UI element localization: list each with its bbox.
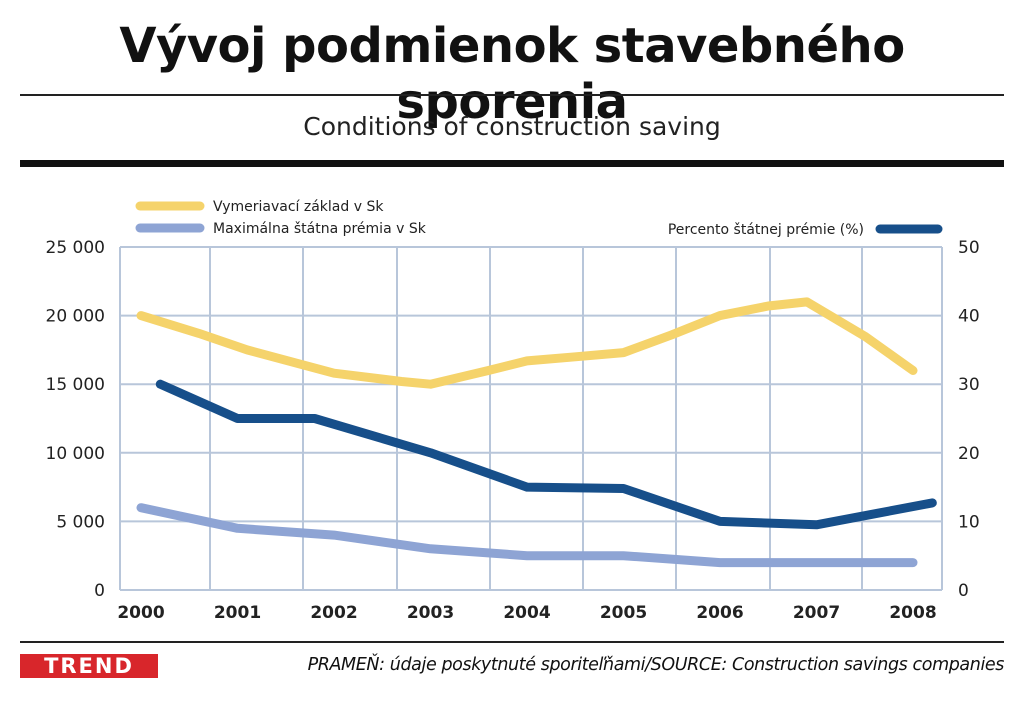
y-right-tick-label: 0 <box>958 581 969 601</box>
y-right-tick-label: 50 <box>958 238 980 258</box>
x-tick-label: 2003 <box>407 603 454 623</box>
legend-label-1: Vymeriavací základ v Sk <box>213 199 384 215</box>
footer-divider <box>20 641 1004 643</box>
series-line-1 <box>136 297 918 389</box>
trend-logo: TREND <box>20 654 158 678</box>
legend-label-2: Maximálna štátna prémia v Sk <box>213 221 427 237</box>
x-tick-label: 2000 <box>117 603 164 623</box>
x-tick-label: 2001 <box>214 603 261 623</box>
y-left-tick-label: 25 000 <box>46 238 105 258</box>
y-right-tick-label: 30 <box>958 375 980 395</box>
y-left-tick-label: 5 000 <box>56 512 105 532</box>
y-right-tick-label: 10 <box>958 512 980 532</box>
source-note: PRAMEŇ: údaje poskytnuté sporiteľňami/SO… <box>307 655 1005 675</box>
y-left-tick-label: 0 <box>94 581 105 601</box>
series-line-2 <box>136 503 918 568</box>
x-tick-label: 2004 <box>503 603 550 623</box>
title-divider <box>20 94 1004 96</box>
series-line-3 <box>155 379 937 530</box>
x-tick-label: 2007 <box>793 603 840 623</box>
x-tick-label: 2008 <box>889 603 936 623</box>
legend-label-3: Percento štátnej prémie (%) <box>668 222 864 238</box>
y-left-tick-label: 10 000 <box>46 444 105 464</box>
chart-title: Vývoj podmienok stavebného sporenia <box>119 18 905 130</box>
header-divider <box>20 160 1004 167</box>
x-tick-label: 2002 <box>310 603 357 623</box>
y-left-tick-label: 20 000 <box>46 307 105 327</box>
y-right-tick-label: 20 <box>958 444 980 464</box>
x-tick-label: 2005 <box>600 603 647 623</box>
x-tick-label: 2006 <box>696 603 743 623</box>
chart-subtitle: Conditions of construction saving <box>303 112 721 141</box>
y-right-tick-label: 40 <box>958 307 980 327</box>
y-left-tick-label: 15 000 <box>46 375 105 395</box>
